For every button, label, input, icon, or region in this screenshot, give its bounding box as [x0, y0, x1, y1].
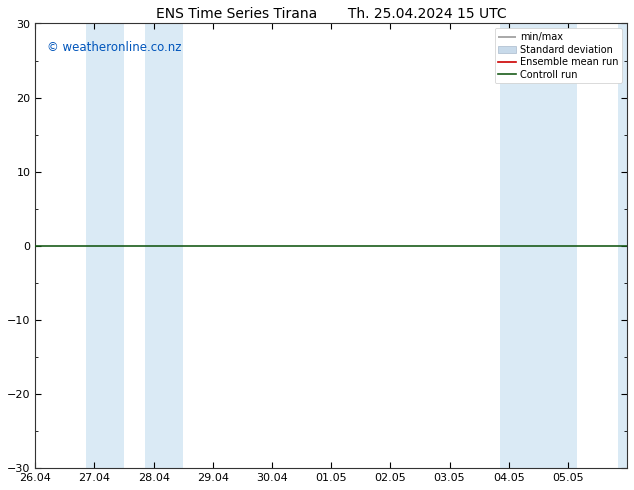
- Text: © weatheronline.co.nz: © weatheronline.co.nz: [47, 41, 181, 54]
- Bar: [86, 24, 124, 468]
- Title: ENS Time Series Tirana       Th. 25.04.2024 15 UTC: ENS Time Series Tirana Th. 25.04.2024 15…: [156, 7, 507, 21]
- Bar: [618, 24, 634, 468]
- Legend: min/max, Standard deviation, Ensemble mean run, Controll run: min/max, Standard deviation, Ensemble me…: [495, 28, 622, 83]
- Bar: [145, 24, 183, 468]
- Bar: [538, 24, 577, 468]
- Bar: [500, 24, 538, 468]
